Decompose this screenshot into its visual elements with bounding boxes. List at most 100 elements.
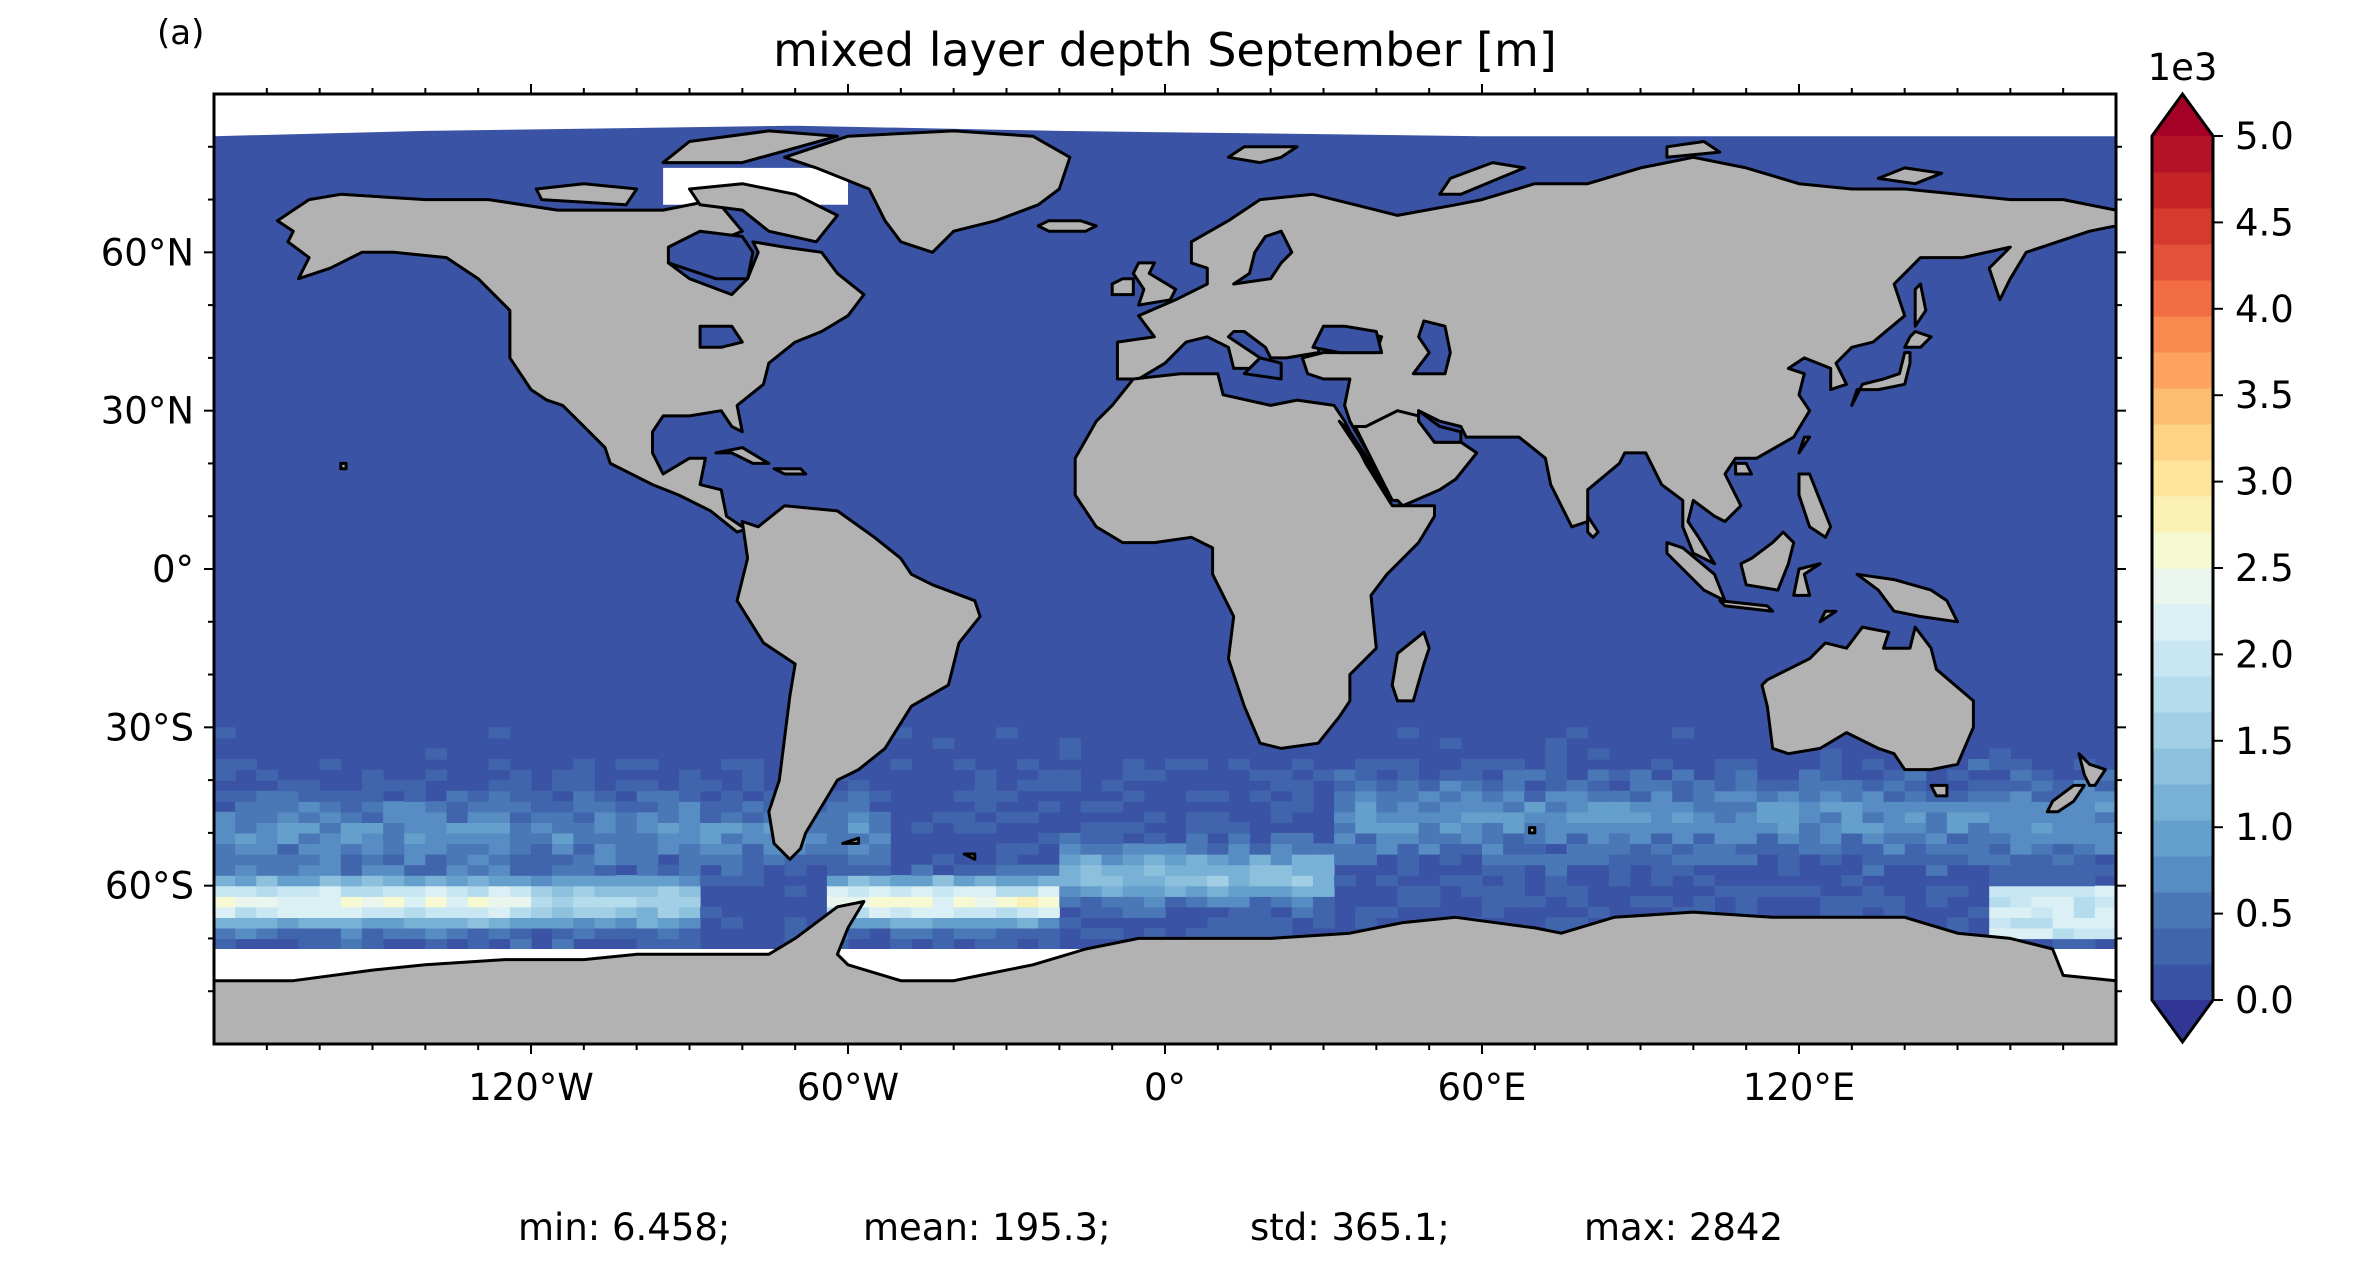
mld-cell xyxy=(826,854,849,866)
mld-cell xyxy=(1989,748,2011,760)
mld-cell xyxy=(1608,854,1631,866)
mld-cell xyxy=(932,927,955,940)
mld-cell xyxy=(995,864,1018,876)
mld-cell xyxy=(1672,780,1694,792)
mld-cell xyxy=(277,885,300,897)
mld-cell xyxy=(1143,832,1166,845)
mld-cell xyxy=(1291,790,1314,802)
mld-cell xyxy=(594,854,617,866)
water-baltic-sea xyxy=(1232,229,1294,286)
mld-cell xyxy=(1291,906,1314,918)
water-red-sea xyxy=(1337,419,1394,502)
mld-cell xyxy=(2031,811,2054,823)
mld-cell xyxy=(361,854,384,866)
mld-cell xyxy=(1946,790,1969,802)
mld-cell xyxy=(531,896,553,908)
mld-cell xyxy=(636,864,659,876)
mld-cell xyxy=(2094,885,2116,897)
mld-cell xyxy=(573,759,595,771)
mld-cell xyxy=(1925,822,1948,834)
mld-cell xyxy=(1629,769,1652,781)
colorbar-tick-label: 1.0 xyxy=(2235,806,2294,849)
mld-cell xyxy=(573,822,595,834)
mld-cell xyxy=(1482,896,1504,908)
mld-cell xyxy=(869,896,891,908)
mld-cell xyxy=(1460,811,1483,823)
mld-cell xyxy=(636,832,659,845)
mld-cell xyxy=(1207,896,1229,908)
land-new-zealand-south xyxy=(2045,783,2086,814)
mld-cell xyxy=(1503,822,1525,834)
mld-cell xyxy=(509,769,532,781)
mld-cell xyxy=(425,822,447,834)
mld-cell xyxy=(1270,801,1293,813)
mld-cell xyxy=(404,927,426,940)
mld-cell xyxy=(848,875,870,887)
mld-cell xyxy=(509,854,532,866)
mld-cell xyxy=(2010,896,2032,908)
mld-cell xyxy=(214,811,236,823)
mld-cell xyxy=(509,896,532,908)
mld-cell xyxy=(890,885,912,897)
mld-cell xyxy=(552,780,574,792)
mld-cell xyxy=(678,790,701,802)
mld-cell xyxy=(1038,938,1060,950)
mld-cell xyxy=(488,917,511,929)
land-cuba xyxy=(714,446,771,465)
mld-cell xyxy=(2010,769,2032,781)
mld-cell xyxy=(1334,769,1356,781)
mld-cell xyxy=(277,854,300,866)
mld-cell xyxy=(1376,832,1398,845)
colorbar-segment xyxy=(2152,892,2213,929)
mld-cell xyxy=(1925,896,1948,908)
mld-cell xyxy=(784,854,807,866)
mld-cell xyxy=(615,780,638,792)
mld-cell xyxy=(1820,748,1842,760)
mld-cell xyxy=(678,780,701,792)
mld-cell xyxy=(1207,875,1229,887)
mld-cell xyxy=(2010,864,2032,876)
mld-cell xyxy=(1460,769,1483,781)
mld-cell xyxy=(826,875,849,887)
mld-cell xyxy=(1291,843,1314,855)
mld-cell xyxy=(235,843,257,855)
mld-cell xyxy=(1249,885,1272,897)
mld-cell xyxy=(277,927,300,940)
mld-cell xyxy=(552,843,574,855)
mld-cell xyxy=(509,927,532,940)
land-south-georgia xyxy=(962,852,977,861)
mld-cell xyxy=(1143,769,1166,781)
mld-cell xyxy=(1989,864,2011,876)
mld-cell xyxy=(1946,811,1969,823)
mld-cell xyxy=(1862,811,1885,823)
mld-cell xyxy=(869,906,891,918)
land-borneo xyxy=(1739,530,1796,592)
mld-cell xyxy=(1925,832,1948,845)
mld-cell xyxy=(742,843,764,855)
mld-cell xyxy=(467,843,490,855)
mld-cell xyxy=(657,811,680,823)
mld-cell xyxy=(1524,843,1546,855)
mld-cell xyxy=(1270,832,1293,845)
mld-cell xyxy=(1629,832,1652,845)
mld-cell xyxy=(1186,896,1208,908)
mld-cell xyxy=(552,927,574,940)
mld-cell xyxy=(1841,822,1863,834)
mld-cell xyxy=(890,906,912,918)
mld-cell xyxy=(552,832,574,845)
mld-cell xyxy=(1312,875,1335,887)
mld-cell xyxy=(1524,790,1546,802)
mld-cell xyxy=(1777,780,1800,792)
mld-cell xyxy=(235,790,257,802)
mld-cell xyxy=(932,885,955,897)
mld-cell xyxy=(573,875,595,887)
mld-cell xyxy=(277,906,300,918)
mld-cell xyxy=(1143,927,1166,940)
mld-cell xyxy=(594,811,617,823)
lat-tick-label: 30°N xyxy=(101,390,194,433)
mld-cell xyxy=(1482,854,1504,866)
colorbar-tick-label: 3.0 xyxy=(2235,461,2294,504)
mld-cell xyxy=(1080,832,1103,845)
mld-cell xyxy=(1968,832,1990,845)
mld-cell xyxy=(1482,906,1504,918)
